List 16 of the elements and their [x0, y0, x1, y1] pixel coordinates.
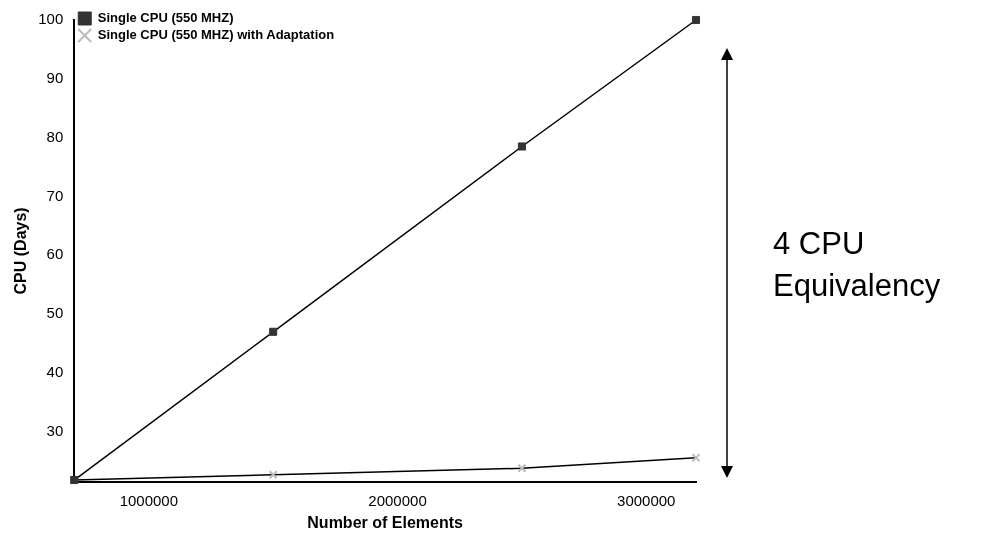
y-tick-label: 90 — [46, 68, 64, 86]
y-tick-label: 70 — [46, 186, 64, 204]
y-tick-label: 40 — [46, 363, 64, 381]
x-axis-title: Number of Elements — [307, 513, 463, 531]
y-tick-label: 100 — [38, 10, 64, 28]
y-tick-label: 50 — [46, 304, 64, 322]
text: 4 CPU Equivalency — [773, 225, 942, 305]
y-axis-title: CPU (Days) — [12, 207, 30, 295]
x-tick-label: 1000000 — [119, 491, 179, 509]
x-tick-label: 2000000 — [368, 491, 427, 509]
legend-label: Single CPU (550 MHZ) with Adaptation — [97, 27, 335, 43]
legend-label: Single CPU (550 MHZ) — [97, 10, 234, 26]
x-tick-label: 3000000 — [617, 491, 676, 509]
y-tick-label: 30 — [46, 421, 64, 439]
y-tick-label: 80 — [46, 127, 64, 145]
y-tick-label: 60 — [46, 245, 64, 263]
